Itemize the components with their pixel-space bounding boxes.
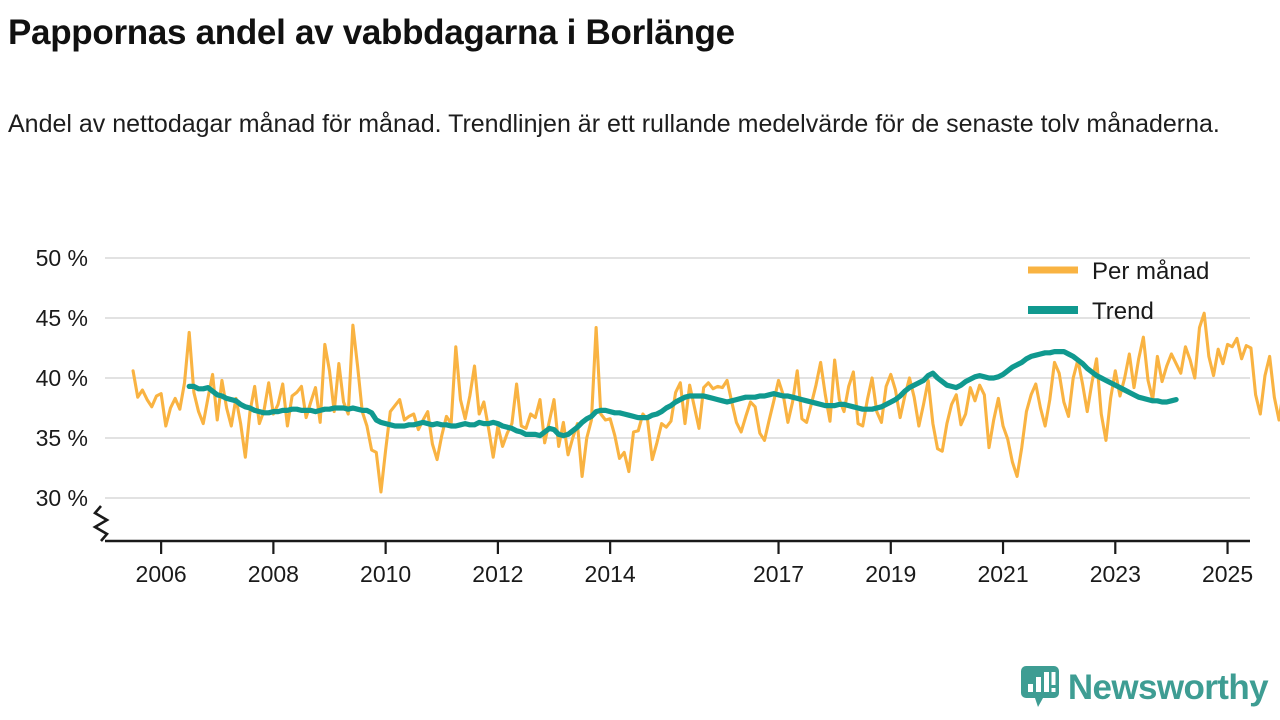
- x-tick-label: 2025: [1202, 561, 1253, 587]
- x-axis: [92, 505, 1250, 554]
- chart-subtitle: Andel av nettodagar månad för månad. Tre…: [8, 110, 1220, 138]
- x-tick-label: 2012: [472, 561, 523, 587]
- y-tick-label: 30 %: [36, 485, 88, 511]
- chart-legend: Per månad Trend: [1028, 258, 1209, 325]
- y-tick-label: 50 %: [36, 245, 88, 271]
- x-tick-label: 2010: [360, 561, 411, 587]
- chart-plot-area: 30 % 35 % 40 % 45 % 50 % 2006 2008 2010 2012 201…: [0, 215, 1280, 595]
- newsworthy-logo[interactable]: Newsworthy: [1020, 666, 1269, 708]
- x-tick-label: 2006: [136, 561, 187, 587]
- y-tick-label: 45 %: [36, 305, 88, 331]
- line-chart: 30 % 35 % 40 % 45 % 50 % 2006 2008 2010 2012 201…: [36, 245, 1280, 587]
- gridlines: [105, 257, 1250, 499]
- brand-name: Newsworthy: [1067, 667, 1269, 707]
- series-group: [131, 311, 1280, 494]
- x-tick-label: 2023: [1090, 561, 1141, 587]
- x-axis-tick-labels: 2006 2008 2010 2012 2014 2017 2019 2021 2023 2025: [136, 561, 1254, 587]
- series-line-per-månad: [131, 311, 1280, 494]
- axis-break-icon: [92, 505, 110, 542]
- x-tick-label: 2019: [865, 561, 916, 587]
- x-tick-label: 2014: [585, 561, 636, 587]
- y-tick-label: 35 %: [36, 425, 88, 451]
- series-line-trend: [186, 349, 1179, 439]
- page-title: Pappornas andel av vabbdagarna i Borläng…: [8, 13, 735, 52]
- x-tick-label: 2008: [248, 561, 299, 587]
- x-tick-label: 2021: [977, 561, 1028, 587]
- y-axis-tick-labels: 30 % 35 % 40 % 45 % 50 %: [36, 245, 88, 511]
- legend-label-1[interactable]: Trend: [1092, 298, 1154, 325]
- y-tick-label: 40 %: [36, 365, 88, 391]
- x-tick-label: 2017: [753, 561, 804, 587]
- bar-chart-speech-bubble-icon: [1020, 666, 1059, 707]
- legend-label-0[interactable]: Per månad: [1092, 258, 1209, 285]
